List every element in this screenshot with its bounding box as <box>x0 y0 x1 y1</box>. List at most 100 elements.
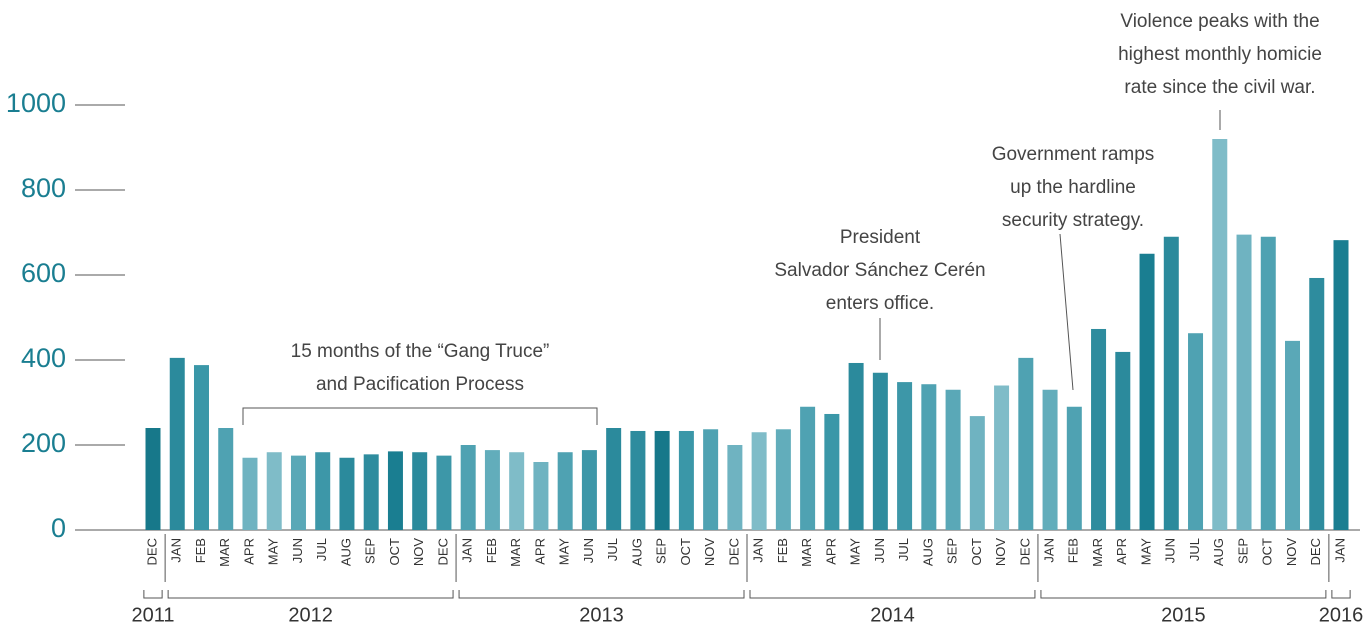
annotation: highest monthly homicie <box>1118 44 1322 65</box>
bar <box>848 362 864 530</box>
bar <box>1091 328 1107 530</box>
y-tick-label: 0 <box>51 513 66 543</box>
month-label: DEC <box>1017 538 1032 565</box>
bar <box>266 452 282 530</box>
bar <box>751 432 767 530</box>
month-label: MAR <box>799 538 814 567</box>
annotation: 15 months of the “Gang Truce” <box>291 341 550 362</box>
bar <box>339 457 355 530</box>
bar <box>1163 236 1179 530</box>
bar <box>897 382 913 530</box>
month-label: MAY <box>266 538 281 566</box>
bar <box>193 365 209 530</box>
month-label: JUN <box>581 538 596 563</box>
month-label: SEP <box>945 538 960 564</box>
month-label: MAR <box>1090 538 1105 567</box>
month-label: MAY <box>848 538 863 566</box>
bar <box>945 389 961 530</box>
annotation: President <box>840 227 921 248</box>
annotation: Salvador Sánchez Cerén <box>774 260 985 281</box>
year-label: 2011 <box>131 604 174 626</box>
year-label: 2016 <box>1319 604 1364 626</box>
y-tick-label: 800 <box>21 173 66 203</box>
month-label: JUN <box>1163 538 1178 563</box>
annotation: and Pacification Process <box>316 374 524 395</box>
bar <box>1333 240 1349 530</box>
month-label: NOV <box>1284 538 1299 567</box>
y-tick-label: 400 <box>21 343 66 373</box>
month-label: JUL <box>605 538 620 561</box>
bar <box>1260 236 1276 530</box>
month-label: JUN <box>872 538 887 563</box>
bar <box>921 384 937 530</box>
bar <box>1018 357 1034 530</box>
month-label: NOV <box>411 538 426 567</box>
month-label: JAN <box>460 538 475 563</box>
month-label: OCT <box>1260 538 1275 566</box>
year-bracket <box>1040 590 1327 599</box>
month-label: APR <box>823 538 838 565</box>
bar <box>363 454 379 530</box>
bar <box>1212 139 1228 530</box>
month-label: AUG <box>629 538 644 566</box>
month-label: JUL <box>314 538 329 561</box>
month-label: APR <box>532 538 547 565</box>
year-label: 2014 <box>870 604 915 626</box>
year-bracket <box>143 590 163 599</box>
month-label: SEP <box>654 538 669 564</box>
year-bracket <box>1331 590 1351 599</box>
bar <box>824 413 840 530</box>
month-label: SEP <box>1235 538 1250 564</box>
bar <box>1188 333 1204 530</box>
month-label: MAY <box>557 538 572 566</box>
month-label: DEC <box>435 538 450 565</box>
year-bracket <box>458 590 745 599</box>
bar <box>436 455 452 530</box>
month-label: DEC <box>1308 538 1323 565</box>
month-label: AUG <box>920 538 935 566</box>
month-label: MAR <box>217 538 232 567</box>
y-tick-label: 600 <box>21 258 66 288</box>
bar <box>630 430 646 530</box>
month-label: JUL <box>896 538 911 561</box>
month-label: APR <box>241 538 256 565</box>
month-label: NOV <box>993 538 1008 567</box>
month-label: AUG <box>338 538 353 566</box>
bar <box>1115 351 1131 530</box>
month-label: OCT <box>969 538 984 566</box>
bar <box>654 430 670 530</box>
bar <box>218 428 234 530</box>
bar <box>412 452 428 530</box>
bar <box>460 445 476 530</box>
bar <box>242 457 258 530</box>
month-label: JUN <box>290 538 305 563</box>
bar <box>775 429 791 530</box>
year-label: 2015 <box>1161 604 1206 626</box>
annotation: up the hardline <box>1010 177 1136 198</box>
month-label: JAN <box>751 538 766 563</box>
bar <box>1309 277 1325 530</box>
bar <box>1285 340 1301 530</box>
bar <box>315 452 331 530</box>
month-label: OCT <box>387 538 402 566</box>
bar <box>994 385 1010 530</box>
bar <box>581 450 597 530</box>
month-label: OCT <box>678 538 693 566</box>
month-label: FEB <box>1066 538 1081 563</box>
month-label: JAN <box>169 538 184 563</box>
bar <box>1042 389 1058 530</box>
bar <box>484 450 500 530</box>
annotation: rate since the civil war. <box>1124 77 1315 98</box>
month-label: JAN <box>1041 538 1056 563</box>
bar <box>533 462 549 530</box>
annotation: Government ramps <box>992 144 1155 165</box>
bar <box>145 428 161 530</box>
year-bracket <box>167 590 454 599</box>
bar <box>969 416 985 530</box>
bar <box>169 357 185 530</box>
bar <box>1236 234 1252 530</box>
month-label: DEC <box>144 538 159 565</box>
year-label: 2012 <box>288 604 333 626</box>
bar <box>290 455 306 530</box>
bar <box>387 451 403 530</box>
